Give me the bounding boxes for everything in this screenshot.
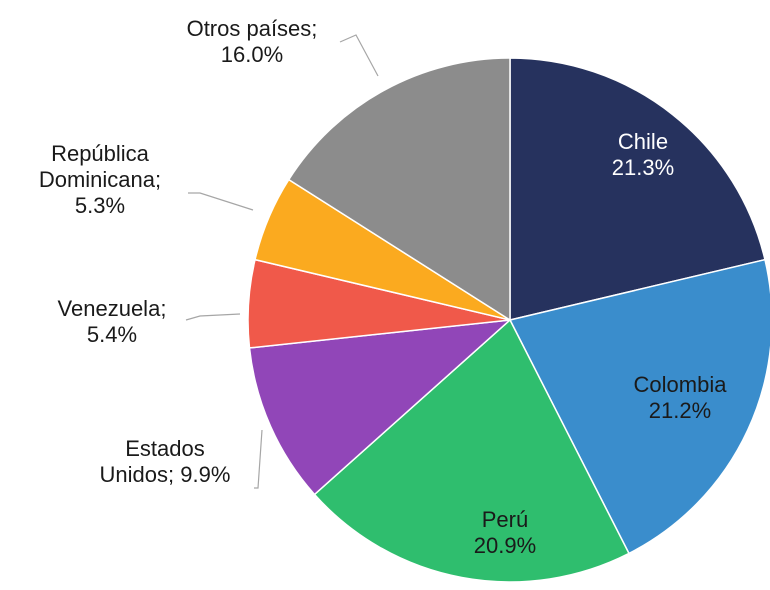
pie-slice: [248, 319, 513, 496]
category-name: Otros países: [186, 16, 312, 41]
value-label: 9.9%: [180, 462, 231, 487]
label-separator: ;: [168, 462, 175, 487]
pie-slice: [287, 57, 511, 322]
category-name: Venezuela: [57, 296, 161, 321]
slice-label: Chile 21.3%: [598, 129, 688, 181]
label-separator: ;: [311, 16, 318, 41]
label-separator: ;: [160, 296, 167, 321]
leader-line: [254, 429, 263, 489]
value-label: 21.2%: [648, 398, 712, 423]
label-separator: ;: [155, 167, 162, 192]
slice-label: Venezuela; 5.4%: [47, 296, 177, 348]
value-label: 21.3%: [611, 155, 675, 180]
category-name: República Dominicana: [38, 141, 156, 192]
value-label: 20.9%: [473, 533, 537, 558]
leader-line: [339, 34, 379, 77]
slice-label: Colombia 21.2%: [625, 372, 735, 424]
category-name: Perú: [481, 507, 529, 532]
slice-label: Perú 20.9%: [460, 507, 550, 559]
value-label: 5.4%: [86, 322, 138, 347]
leader-line: [185, 313, 241, 321]
slice-label: Otros países; 16.0%: [172, 16, 332, 68]
category-name: Chile: [617, 129, 669, 154]
pie-slice: [508, 258, 770, 555]
value-label: 16.0%: [220, 42, 284, 67]
pie-slice: [509, 57, 766, 321]
category-name: Colombia: [633, 372, 727, 397]
leader-line: [188, 192, 254, 211]
value-label: 5.3%: [74, 193, 126, 218]
slice-label: República Dominicana; 5.3%: [25, 141, 175, 219]
pie-slice: [313, 318, 630, 583]
slice-label: Estados Unidos; 9.9%: [95, 436, 235, 488]
category-name: Estados Unidos: [99, 436, 205, 487]
